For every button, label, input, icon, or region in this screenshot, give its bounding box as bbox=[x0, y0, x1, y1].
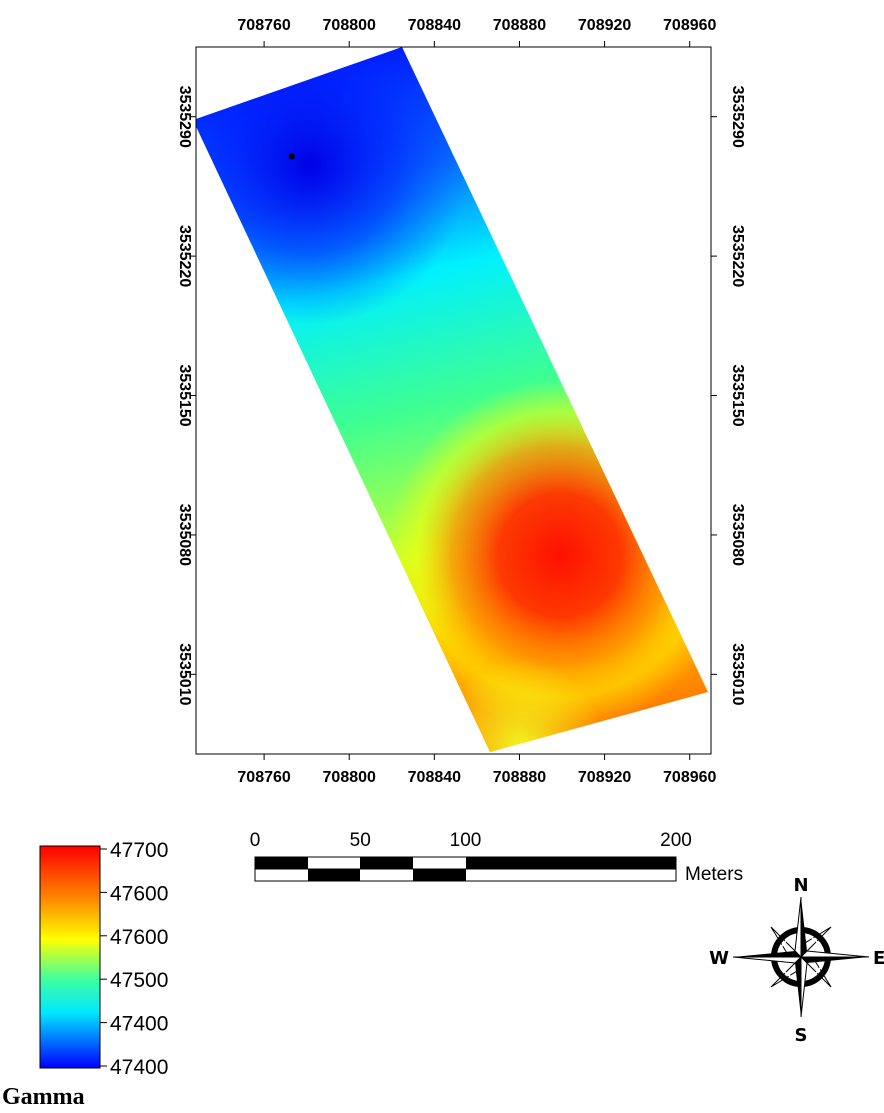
y-tick-label-left: 3535080 bbox=[176, 504, 193, 566]
scale-unit: Meters bbox=[685, 864, 743, 885]
interpolated-surface bbox=[196, 47, 708, 752]
compass-south-label: S bbox=[795, 1025, 808, 1046]
scale-label: 200 bbox=[660, 830, 692, 851]
scale-bar: 0 50 100 200 Meters bbox=[250, 830, 743, 885]
legend: 47700 47600 47600 47500 47400 47400 bbox=[39, 839, 168, 1079]
y-axis-left: 3535290 3535220 3535150 3535080 3535010 bbox=[176, 86, 196, 706]
y-tick-label-right: 3535080 bbox=[729, 504, 746, 566]
y-tick-label-left: 3535290 bbox=[176, 86, 193, 148]
x-tick-label-bottom: 708920 bbox=[578, 769, 631, 786]
y-tick-label-right: 3535220 bbox=[729, 225, 746, 287]
x-axis-bottom: 708760 708800 708840 708880 708920 708960 bbox=[237, 754, 717, 786]
sample-point bbox=[288, 153, 295, 160]
compass-west-label: W bbox=[709, 948, 729, 969]
legend-label: 47700 bbox=[110, 839, 168, 862]
y-tick-label-left: 3535010 bbox=[176, 643, 193, 705]
legend-title: Gamma bbox=[2, 1084, 85, 1110]
x-tick-label-top: 708960 bbox=[663, 17, 716, 34]
legend-label: 47600 bbox=[110, 926, 168, 949]
legend-label: 47400 bbox=[110, 1013, 168, 1036]
legend-color-ramp bbox=[39, 845, 101, 1069]
y-tick-label-right: 3535290 bbox=[729, 86, 746, 148]
x-axis-top: 708760 708800 708840 708880 708920 708960 bbox=[237, 17, 717, 47]
x-tick-label-top: 708760 bbox=[237, 17, 290, 34]
x-tick-label-top: 708920 bbox=[578, 17, 631, 34]
x-tick-label-top: 708880 bbox=[493, 17, 546, 34]
compass-north-label: N bbox=[793, 875, 808, 896]
legend-label: 47600 bbox=[110, 882, 168, 905]
y-tick-label-left: 3535150 bbox=[176, 364, 193, 426]
y-tick-label-left: 3535220 bbox=[176, 225, 193, 287]
x-tick-label-top: 708800 bbox=[323, 17, 376, 34]
compass-rose: N S E W bbox=[709, 875, 884, 1046]
y-tick-label-right: 3535010 bbox=[729, 643, 746, 705]
map-figure: 708760 708800 708840 708880 708920 708960 708… bbox=[39, 17, 884, 1079]
x-tick-label-bottom: 708960 bbox=[663, 769, 716, 786]
scale-label: 50 bbox=[350, 830, 371, 851]
scale-label: 0 bbox=[250, 830, 261, 851]
x-tick-label-top: 708840 bbox=[408, 17, 461, 34]
y-tick-label-right: 3535150 bbox=[729, 364, 746, 426]
y-axis-right: 3535290 3535220 3535150 3535080 3535010 bbox=[711, 86, 746, 706]
scale-label: 100 bbox=[450, 830, 482, 851]
compass-east-label: E bbox=[873, 948, 884, 969]
x-tick-label-bottom: 708880 bbox=[493, 769, 546, 786]
map-frame bbox=[195, 46, 712, 755]
x-tick-label-bottom: 708800 bbox=[323, 769, 376, 786]
x-tick-label-bottom: 708840 bbox=[408, 769, 461, 786]
legend-label: 47400 bbox=[110, 1056, 168, 1079]
x-tick-label-bottom: 708760 bbox=[237, 769, 290, 786]
legend-label: 47500 bbox=[110, 969, 168, 992]
